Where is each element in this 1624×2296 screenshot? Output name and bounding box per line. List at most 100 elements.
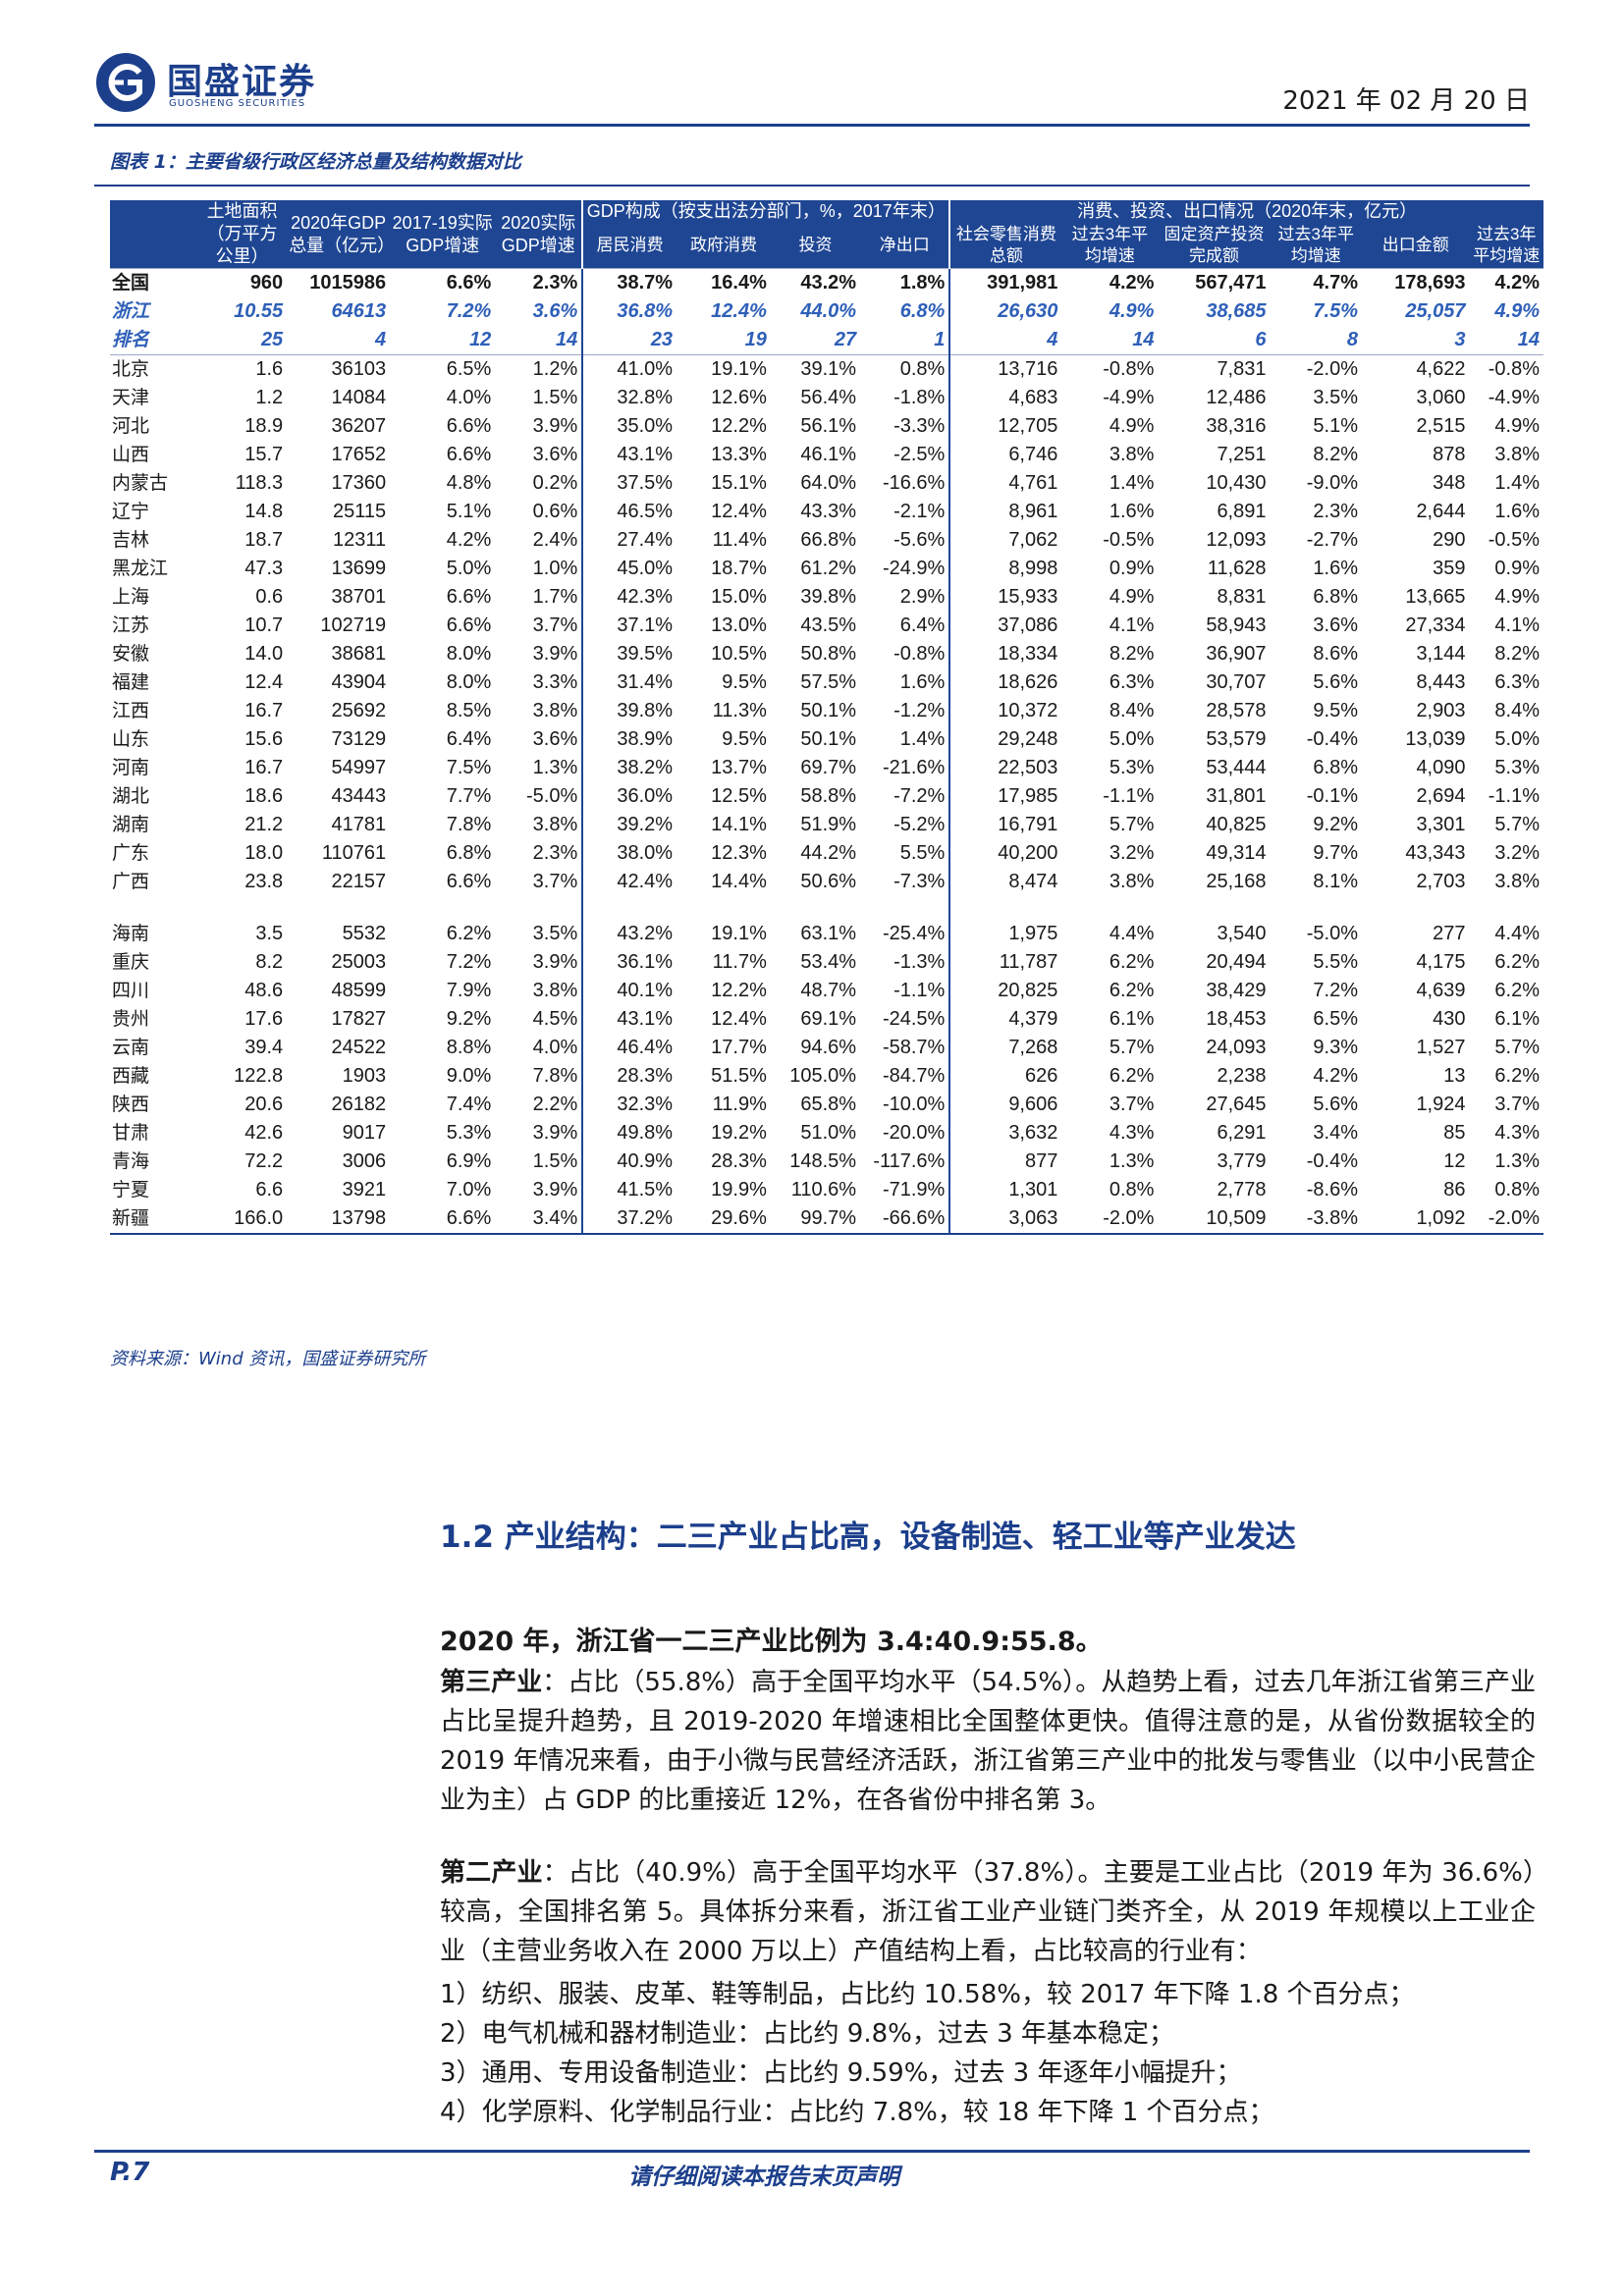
table-cell: 277 [1433, 923, 1466, 944]
table-cell: 3.9% [532, 1179, 578, 1201]
table-cell: 290 [1433, 529, 1466, 551]
table-cell: 4,761 [948, 469, 1062, 498]
table-cell: 36.8% [581, 297, 677, 326]
table-row: 江苏 10.7 102719 6.6% 3.7% 37.1% 13.0% 43.5% 6.4% 3… [110, 612, 1543, 640]
table-cell: 14.8 [244, 501, 284, 522]
table-cell: 51.0% [800, 1122, 857, 1144]
table-cell: 3.9% [532, 1122, 578, 1144]
table-cell: 1.2% [532, 358, 578, 380]
table-cell: 14.0 [244, 643, 284, 665]
table-cell: 57.5% [800, 671, 857, 693]
table-cell: 5.3% [446, 1122, 492, 1144]
table-cell: 7.8% [446, 814, 492, 835]
row-label: 安徽 [112, 643, 150, 665]
table-cell: -84.7% [882, 1065, 946, 1087]
table-cell: 4.3% [1109, 1122, 1155, 1144]
table-cell: -1.8% [893, 387, 946, 408]
table-cell: 25,168 [1206, 871, 1267, 892]
table-cell: 40,825 [1206, 814, 1267, 835]
table-cell: 49.8% [581, 1119, 677, 1148]
table-cell: 31,801 [1206, 785, 1267, 807]
table-cell: 6.2% [1109, 951, 1155, 973]
table-cell: 5.6% [1313, 1094, 1359, 1115]
table-cell: 9.5% [1313, 700, 1359, 721]
table-cell: 5.7% [1494, 1037, 1540, 1058]
table-cell: 8.0% [446, 671, 492, 693]
table-cell: 4.9% [1109, 415, 1155, 437]
table-cell: -0.5% [1103, 529, 1155, 551]
row-label: 福建 [112, 671, 150, 693]
table-cell: 122.8 [234, 1065, 284, 1087]
table-cell: 20.6 [244, 1094, 284, 1115]
table-cell: 63.1% [800, 923, 857, 944]
table-row: 甘肃 42.6 9017 5.3% 3.9% 49.8% 19.2% 51.0% -20.0% 3… [110, 1119, 1543, 1148]
table-cell: 8.8% [446, 1037, 492, 1058]
list-item: 3）通用、专用设备制造业：占比约 9.59%，过去 3 年逐年小幅提升； [440, 2058, 1242, 2088]
table-cell: 1015986 [287, 268, 391, 297]
table-row: 云南 39.4 24522 8.8% 4.0% 46.4% 17.7% 94.6% -58.7%… [110, 1034, 1543, 1062]
th-gdp-2020: 2020年GDP总量（亿元） [287, 200, 395, 269]
table-cell: 25,057 [1405, 300, 1466, 322]
table-cell: 1.5% [532, 1150, 578, 1172]
table-cell: -2.7% [1306, 529, 1359, 551]
table-cell: 42.4% [581, 868, 677, 896]
table-cell: 5.5% [899, 842, 946, 864]
th-export-growth: 过去3年平均增速 [1469, 223, 1543, 269]
table-cell: 27.4% [581, 526, 677, 555]
list-item: 1）纺织、服装、皮革、鞋等制品，占比约 10.58%，较 2017 年下降 1.… [440, 1980, 1415, 2009]
row-label: 吉林 [112, 529, 150, 551]
table-cell: -117.6% [873, 1150, 946, 1172]
table-cell-empty [495, 896, 582, 920]
table-cell: 8.2% [1313, 444, 1359, 465]
table-row: 黑龙江 47.3 13699 5.0% 1.0% 45.0% 18.7% 61.2% -24.9… [110, 555, 1543, 583]
table-cell: 7.2% [1313, 980, 1359, 1001]
table-cell: 0.2% [532, 472, 578, 494]
table-row-national: 全国 960 1015986 6.6% 2.3% 38.7% 16.4% 43.2% 1.8% 3… [110, 268, 1543, 297]
table-cell: 12.4% [711, 1008, 767, 1030]
table-cell: 17.6 [244, 1008, 284, 1030]
table-cell: 3,632 [948, 1119, 1062, 1148]
table-cell: 51.9% [800, 814, 857, 835]
table-cell: 6.2% [1494, 951, 1540, 973]
table-cell: 1.2 [255, 387, 284, 408]
row-label: 排名 [110, 326, 197, 355]
table-cell: 2.3% [1313, 501, 1359, 522]
table-cell: 105.0% [789, 1065, 857, 1087]
table-cell: 10,509 [1158, 1204, 1271, 1235]
table-cell: 4.1% [1494, 614, 1540, 636]
table-cell: 4.5% [532, 1008, 578, 1030]
table-cell: 4.0% [532, 1037, 578, 1058]
th-land-area: 土地面积（万平方公里） [196, 200, 288, 269]
row-label: 河北 [112, 415, 150, 437]
table-cell: 58.8% [800, 785, 857, 807]
table-cell-empty [197, 896, 287, 920]
table-cell: 7.0% [446, 1179, 492, 1201]
table-cell: 53.4% [800, 951, 857, 973]
list-item: 2）电气机械和器材制造业：占比约 9.8%，过去 3 年基本稳定； [440, 2019, 1174, 2049]
table-cell: 18.7% [711, 558, 767, 579]
table-row: 河北 18.9 36207 6.6% 3.9% 35.0% 12.2% 56.1% -3.3% 1… [110, 412, 1543, 441]
table-cell: 3.7% [532, 614, 578, 636]
table-cell: 41781 [331, 814, 387, 835]
table-cell: 38,685 [1206, 300, 1267, 322]
table-cell: 3.7% [532, 871, 578, 892]
table-cell: 1.5% [532, 387, 578, 408]
table-cell: 4.2% [1313, 1065, 1359, 1087]
table-cell: 7.8% [532, 1065, 578, 1087]
table-cell: 6.3% [1494, 671, 1540, 693]
table-cell: 11.4% [712, 529, 767, 551]
table-cell: -0.8% [1103, 358, 1155, 380]
row-label: 青海 [112, 1150, 150, 1172]
table-cell: 10,372 [948, 697, 1062, 725]
table-cell: 12.3% [711, 842, 767, 864]
table-cell: 48.6 [244, 980, 284, 1001]
table-cell: 9,606 [948, 1091, 1062, 1119]
table-cell: 12.4 [244, 671, 284, 693]
table-cell: 9.5% [722, 728, 767, 750]
table-row: 湖南 21.2 41781 7.8% 3.8% 39.2% 14.1% 51.9% -5.2% 1… [110, 811, 1543, 839]
table-cell: 2.9% [899, 586, 946, 608]
table-cell: 5.1% [446, 501, 492, 522]
table-cell: 9.0% [446, 1065, 492, 1087]
table-cell: 21.2 [244, 814, 284, 835]
th-retail-sales: 社会零售消费总额 [948, 223, 1062, 269]
